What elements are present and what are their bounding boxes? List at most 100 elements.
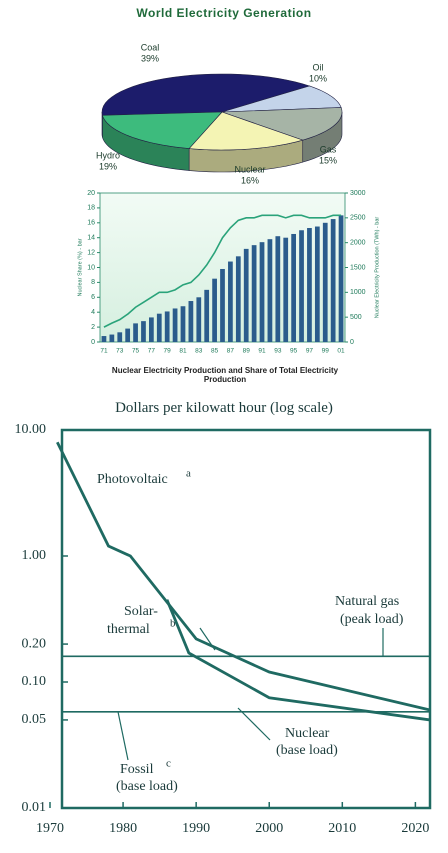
bar [259,242,265,342]
x-tick-label: 2010 [328,821,356,836]
pie-value-label: 19% [99,161,117,171]
reference-label: (peak load) [340,612,404,627]
pie-slice [221,85,342,113]
bar [307,228,312,342]
pointer [117,711,129,761]
bar [267,239,273,342]
bar [220,268,225,342]
reference-note: c [166,758,171,770]
reference-label: (base load) [116,779,178,794]
x-tick-label: 97 [306,348,314,355]
pie-label: Oil [313,62,324,72]
bar [330,219,336,342]
bar [172,308,178,342]
bar [283,237,289,342]
series-label: Solar- [124,604,158,619]
x-tick-label: 1980 [109,821,137,836]
bar [243,248,249,342]
x-tick-label: 83 [195,348,203,355]
x-tick-label: 95 [290,348,298,355]
x-tick-label: 91 [258,348,266,355]
pie-title: World Electricity Generation [136,6,312,20]
reference-label: Fossil [120,762,154,777]
y-tick-label: 0.05 [22,712,47,727]
y-tick-label: 16 [87,220,95,227]
bar [149,317,154,342]
bar [275,236,281,342]
x-tick-label: 73 [116,348,124,355]
y-tick-label: 0.20 [22,636,47,651]
bar [188,301,194,342]
pie-label: Hydro [96,150,120,160]
bar-title: Nuclear Electricity Production and Share… [111,366,339,384]
bar [164,311,170,342]
bar [228,261,233,342]
bar [338,215,344,342]
line [103,214,342,328]
pie-slice [188,111,304,151]
y-tick-label: 2 [91,324,95,331]
series-note: a [186,468,191,480]
y-tick-label: 0.10 [22,674,47,689]
bar [156,313,162,342]
bar [101,336,107,342]
x-tick-label: 81 [179,348,187,355]
bar [299,230,304,342]
x-tick-label: 89 [243,348,251,355]
line-title: Dollars per kilowatt hour (log scale) [115,400,333,416]
y-tick-label: 1.00 [22,548,47,563]
pointer [199,627,216,651]
x-tick-label: 2020 [401,821,429,836]
bar [235,256,241,342]
series-label: thermal [107,622,150,637]
bar [141,321,146,342]
pie-value-label: 39% [141,53,159,63]
pie-value-label: 10% [309,73,327,83]
y-tick-label: 20 [87,190,95,197]
y-tick-label: 6 [91,294,95,301]
x-tick-label: 71 [100,348,108,355]
y2-tick-label: 2500 [350,215,366,222]
bar [204,289,210,342]
x-tick-label: 85 [211,348,219,355]
y-axis-label: Nuclear Share (%) - bar [77,238,83,296]
y2-tick-label: 2000 [350,240,366,247]
cost-line [165,599,431,722]
annotation: (base load) [276,743,338,758]
pie-slice [102,111,223,149]
series-label: Photovoltaic [97,472,168,487]
bar [314,226,320,342]
pie-value-label: 16% [241,175,259,185]
series-note: b [170,618,176,630]
pie-label: Gas [320,144,337,154]
bar [117,332,123,342]
x-tick-label: 79 [164,348,172,355]
pie-value-label: 15% [319,155,337,165]
pie-label: Coal [141,42,160,52]
bar [196,297,202,342]
bar [322,222,328,342]
pie-slice [221,107,343,141]
y2-tick-label: 3000 [350,190,366,197]
x-tick-label: 99 [322,348,330,355]
y-tick-label: 10.00 [15,422,47,437]
y2-tick-label: 1500 [350,264,366,271]
pie-slice [101,73,311,116]
bar [125,328,131,342]
bar [109,334,115,342]
x-tick-label: 75 [132,348,140,355]
y-tick-label: 4 [91,309,95,316]
x-tick-label: 93 [274,348,282,355]
y-tick-label: 12 [87,249,95,256]
x-tick-label: 01 [337,348,345,355]
pointer [237,707,271,741]
y-tick-label: 18 [87,205,95,212]
bar [133,323,138,342]
pie-label: Nuclear [234,164,265,174]
y2-tick-label: 500 [350,314,362,321]
x-tick-label: 77 [148,348,156,355]
reference-label: Natural gas [335,594,399,609]
x-tick-label: 87 [227,348,235,355]
